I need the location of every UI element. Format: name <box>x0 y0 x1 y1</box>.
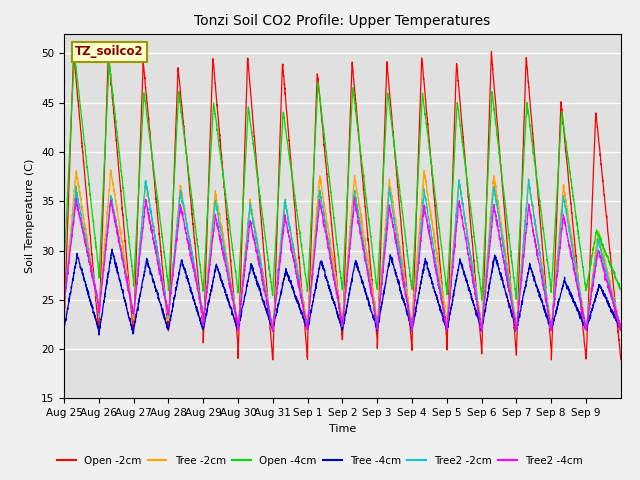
Tree2 -4cm <box>532 244 540 250</box>
Open -4cm <box>532 171 540 177</box>
Line: Tree -2cm: Tree -2cm <box>64 170 621 331</box>
Tree2 -4cm <box>617 327 625 333</box>
Open -2cm <box>463 176 470 182</box>
Open -4cm <box>499 179 506 185</box>
Open -4cm <box>478 297 486 303</box>
Open -2cm <box>174 65 182 71</box>
Tree2 -2cm <box>513 328 520 334</box>
Legend: Open -2cm, Tree -2cm, Open -4cm, Tree -4cm, Tree2 -2cm, Tree2 -4cm: Open -2cm, Tree -2cm, Open -4cm, Tree -4… <box>52 452 588 470</box>
Tree2 -4cm <box>611 311 619 316</box>
Tree2 -2cm <box>463 228 470 234</box>
Line: Open -2cm: Open -2cm <box>64 52 621 360</box>
Tree2 -2cm <box>414 264 422 270</box>
Open -4cm <box>414 176 422 181</box>
Tree -2cm <box>499 231 506 237</box>
Tree2 -2cm <box>532 226 540 232</box>
Open -4cm <box>70 49 78 55</box>
Open -2cm <box>414 173 422 179</box>
Tree -2cm <box>611 301 619 307</box>
Tree2 -4cm <box>478 329 486 335</box>
Line: Tree2 -2cm: Tree2 -2cm <box>64 179 621 331</box>
Tree -4cm <box>175 274 182 280</box>
Tree2 -2cm <box>499 238 506 244</box>
Tree -4cm <box>60 326 68 332</box>
X-axis label: Time: Time <box>329 424 356 433</box>
Tree -4cm <box>532 284 540 289</box>
Open -4cm <box>60 267 68 273</box>
Open -2cm <box>611 297 619 303</box>
Tree2 -4cm <box>60 305 68 311</box>
Tree2 -2cm <box>525 176 532 182</box>
Text: TZ_soilco2: TZ_soilco2 <box>75 46 144 59</box>
Tree2 -4cm <box>351 195 358 201</box>
Tree -2cm <box>532 223 540 228</box>
Tree -2cm <box>463 228 471 234</box>
Tree -4cm <box>108 246 116 252</box>
Tree2 -4cm <box>174 226 182 231</box>
Tree2 -4cm <box>499 254 506 260</box>
Title: Tonzi Soil CO2 Profile: Upper Temperatures: Tonzi Soil CO2 Profile: Upper Temperatur… <box>195 14 490 28</box>
Open -4cm <box>611 274 619 279</box>
Tree2 -2cm <box>174 216 182 221</box>
Tree -4cm <box>414 296 422 301</box>
Tree -4cm <box>95 332 103 338</box>
Tree -2cm <box>617 327 625 333</box>
Tree -4cm <box>463 278 471 284</box>
Open -2cm <box>532 167 540 173</box>
Y-axis label: Soil Temperature (C): Soil Temperature (C) <box>26 159 35 273</box>
Open -2cm <box>499 184 506 190</box>
Tree -4cm <box>611 314 619 320</box>
Tree2 -2cm <box>611 302 619 308</box>
Tree -2cm <box>174 208 182 214</box>
Open -2cm <box>547 357 555 363</box>
Tree2 -2cm <box>60 302 68 308</box>
Tree -4cm <box>617 326 625 332</box>
Open -2cm <box>617 357 625 363</box>
Line: Open -4cm: Open -4cm <box>64 52 621 300</box>
Tree2 -2cm <box>617 327 625 333</box>
Tree -2cm <box>269 328 276 334</box>
Line: Tree2 -4cm: Tree2 -4cm <box>64 198 621 332</box>
Tree2 -4cm <box>463 244 471 250</box>
Line: Tree -4cm: Tree -4cm <box>64 249 621 335</box>
Open -2cm <box>60 325 68 331</box>
Tree -2cm <box>107 167 115 173</box>
Open -4cm <box>617 287 625 293</box>
Tree -4cm <box>499 278 506 284</box>
Open -2cm <box>488 49 495 55</box>
Open -4cm <box>463 176 471 182</box>
Tree2 -4cm <box>414 268 422 274</box>
Tree -2cm <box>414 244 422 250</box>
Open -4cm <box>174 100 182 106</box>
Tree -2cm <box>60 309 68 314</box>
